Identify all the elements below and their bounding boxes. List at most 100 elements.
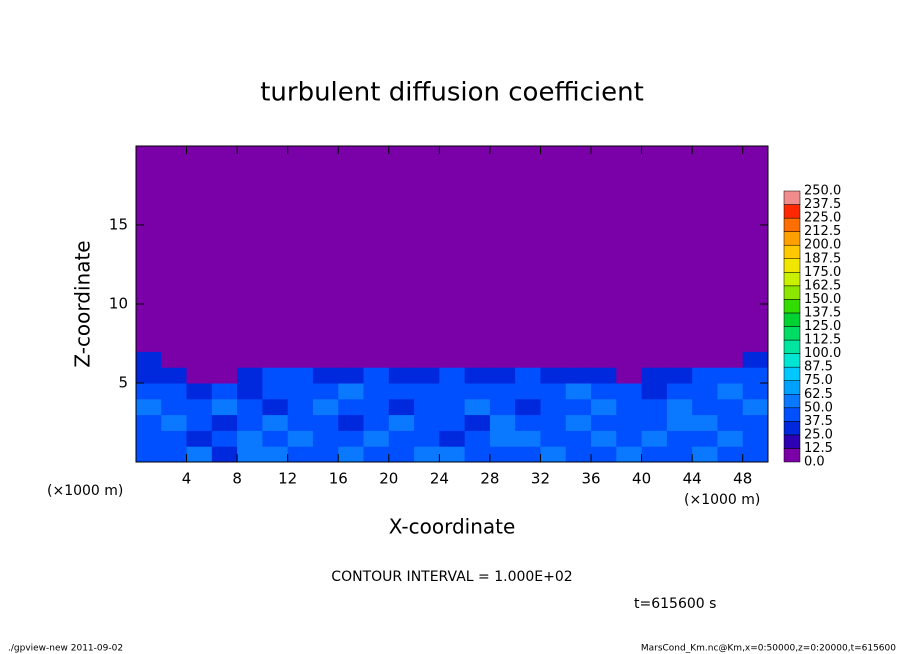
cell (211, 319, 238, 337)
cell (312, 398, 339, 416)
cell (692, 446, 718, 463)
colorbar-band (783, 407, 801, 422)
cell (540, 161, 567, 179)
cell (439, 414, 466, 431)
cell (363, 446, 390, 463)
cell (161, 177, 188, 194)
colorbar-band (783, 394, 801, 409)
cell (616, 367, 643, 384)
cell (338, 240, 365, 258)
colorbar-label: 137.5 (804, 305, 841, 320)
cell (312, 240, 339, 258)
cell (237, 288, 263, 305)
cell (414, 272, 440, 289)
cell (666, 209, 693, 226)
cell (186, 161, 213, 179)
cell (363, 161, 390, 179)
cell (464, 446, 491, 463)
cell (338, 177, 365, 194)
cell (666, 225, 693, 242)
colorbar-label: 25.0 (804, 427, 833, 442)
cell (692, 398, 718, 416)
cell (186, 414, 213, 431)
cell (641, 430, 668, 447)
cell (262, 146, 289, 163)
cell (717, 414, 744, 431)
cell (489, 446, 516, 463)
cell (186, 398, 213, 416)
cell (692, 335, 718, 352)
cell (161, 240, 188, 258)
cell (338, 351, 365, 368)
cell (161, 272, 188, 289)
cell (338, 367, 365, 384)
colorbar-label: 237.5 (804, 197, 841, 212)
cell (363, 319, 390, 337)
cell (717, 161, 744, 179)
cell (439, 256, 466, 273)
cell (414, 335, 440, 352)
cell (641, 304, 668, 321)
cell (641, 256, 668, 273)
cell (591, 367, 617, 384)
cell (312, 430, 339, 447)
x-tick-label: 16 (329, 470, 348, 488)
colorbar-band (783, 380, 801, 395)
cell (312, 446, 339, 463)
cell (616, 209, 643, 226)
cell (186, 240, 213, 258)
cell (414, 367, 440, 384)
cell (717, 177, 744, 194)
cell (136, 304, 162, 321)
cell (388, 193, 415, 210)
cell (211, 351, 238, 368)
cell (464, 161, 491, 179)
cell (211, 304, 238, 321)
cell (161, 288, 188, 305)
cell (363, 256, 390, 273)
cell (388, 240, 415, 258)
cell (666, 272, 693, 289)
cell (515, 304, 541, 321)
cell (666, 240, 693, 258)
cell (591, 225, 617, 242)
cell (287, 430, 314, 447)
cell (616, 304, 643, 321)
cell (237, 446, 263, 463)
cell (515, 177, 541, 194)
cell (262, 161, 289, 179)
cell (237, 240, 263, 258)
cell (666, 398, 693, 416)
cell (211, 414, 238, 431)
cell (489, 367, 516, 384)
cell (388, 177, 415, 194)
colorbar-band (783, 272, 801, 287)
cell (666, 256, 693, 273)
cell (414, 398, 440, 416)
cell (591, 288, 617, 305)
cell (717, 272, 744, 289)
cell (540, 256, 567, 273)
cell (338, 446, 365, 463)
cell (616, 256, 643, 273)
cell (262, 367, 289, 384)
cell (666, 367, 693, 384)
cell (565, 272, 592, 289)
cell (641, 398, 668, 416)
footer-left: ./gpview-new 2011-09-02 (8, 644, 123, 654)
cell (262, 193, 289, 210)
cell (312, 288, 339, 305)
cell (262, 225, 289, 242)
cell (742, 288, 769, 305)
cell (439, 193, 466, 210)
cell (363, 209, 390, 226)
cell (540, 430, 567, 447)
cell (287, 256, 314, 273)
cell (540, 288, 567, 305)
cell (666, 383, 693, 400)
cell (742, 383, 769, 400)
cell (262, 335, 289, 352)
cell (262, 304, 289, 321)
cell (742, 414, 769, 431)
cell (515, 256, 541, 273)
